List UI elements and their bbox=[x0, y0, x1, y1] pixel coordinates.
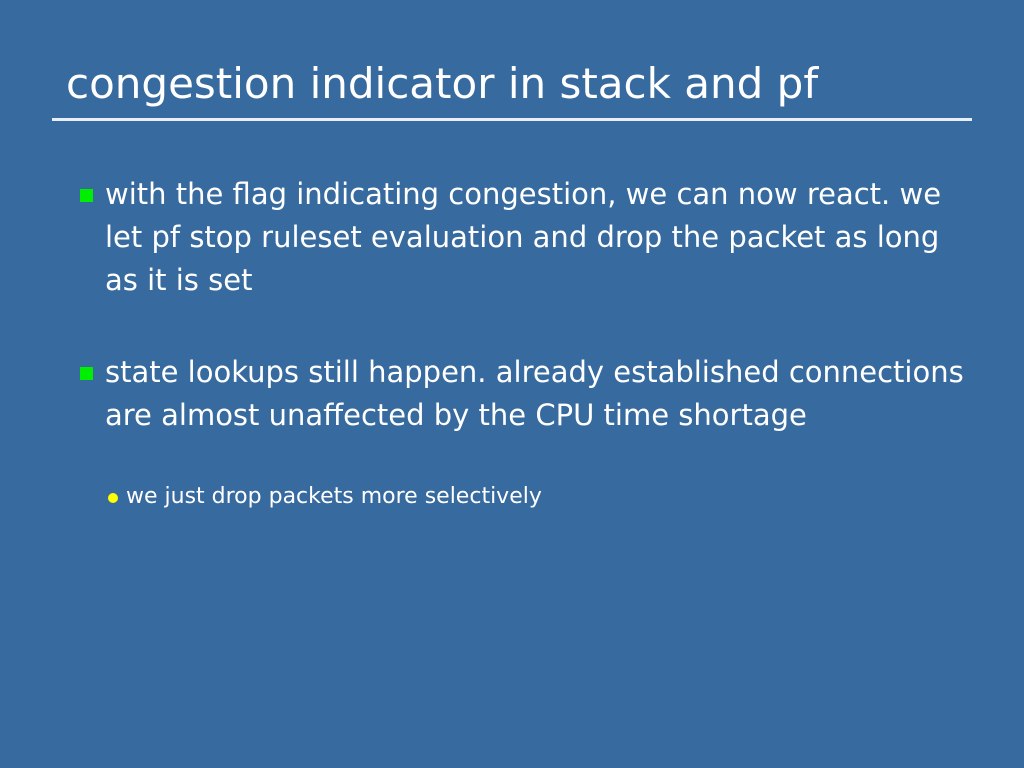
bullet-square-icon bbox=[80, 189, 93, 202]
bullet-2: state lookups still happen. already esta… bbox=[105, 355, 964, 432]
sub-bullet-dot-icon bbox=[108, 493, 118, 503]
sub-bullet-1: we just drop packets more selectively bbox=[126, 484, 542, 509]
title-divider bbox=[52, 118, 972, 121]
bullet-square-icon bbox=[80, 367, 93, 380]
slide-title: congestion indicator in stack and pf bbox=[66, 59, 819, 108]
bullet-1: with the flag indicating congestion, we … bbox=[105, 177, 942, 297]
